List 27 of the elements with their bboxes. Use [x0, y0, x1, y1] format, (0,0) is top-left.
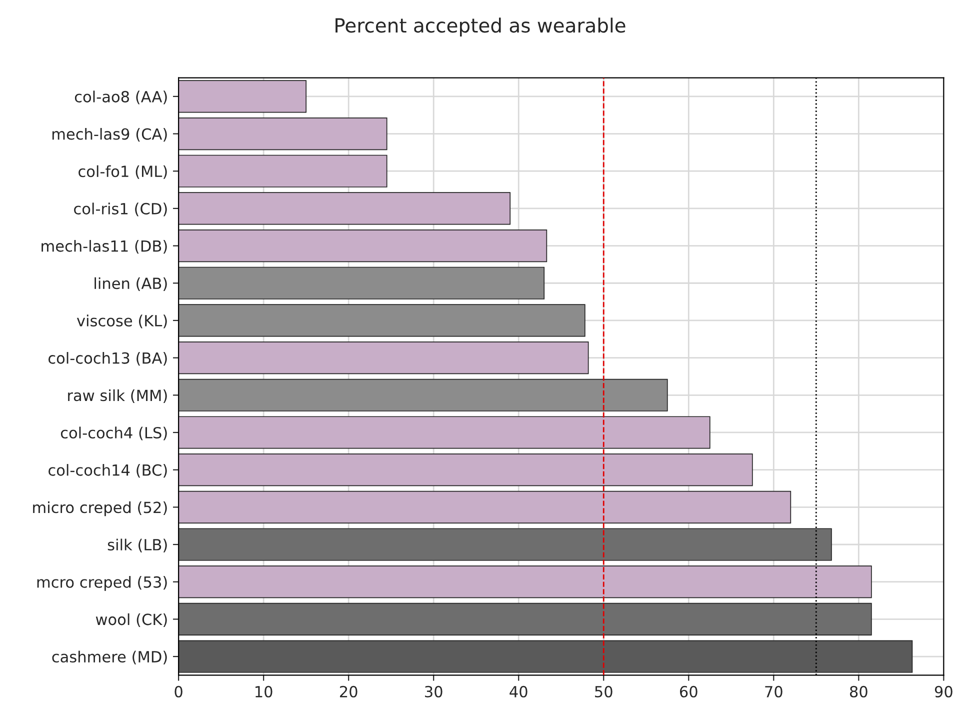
x-tick-label: 50 [595, 686, 612, 698]
x-tick-label: 30 [425, 686, 442, 698]
y-tick-label: cashmere (MD) [52, 650, 167, 664]
chart-title: Percent accepted as wearable [336, 18, 626, 36]
y-tick-label: mech-las9 (CA) [52, 128, 167, 142]
x-tick-label: 80 [850, 686, 868, 698]
x-tick-label: 90 [934, 686, 952, 698]
y-tick-label: viscose (KL) [76, 314, 167, 328]
y-tick-label: col-coch4 (LS) [60, 426, 167, 440]
y-tick-label: mcro creped (53) [37, 576, 167, 591]
x-tick-label: 10 [256, 686, 272, 698]
y-tick-label: col-coch13 (BA) [48, 352, 167, 366]
y-tick-label: silk (LB) [108, 538, 167, 552]
x-tick-label: 70 [765, 686, 782, 698]
y-tick-label: wool (CK) [96, 613, 167, 627]
y-tick-label: micro creped (52) [33, 501, 167, 516]
y-tick-label: linen (AB) [94, 277, 167, 291]
x-tick-label: 60 [680, 686, 698, 698]
y-tick-label: mech-las11 (DB) [42, 240, 167, 254]
y-tick-label: col-fo1 (ML) [78, 165, 167, 179]
y-tick-label: raw silk (MM) [68, 389, 167, 403]
y-tick-label: col-ris1 (CD) [74, 202, 167, 216]
x-tick-label: 20 [340, 686, 358, 698]
y-tick-label: col-coch14 (BC) [48, 464, 167, 478]
x-tick-label: 40 [510, 686, 528, 698]
x-tick-label: 0 [174, 686, 182, 698]
y-tick-label: col-ao8 (AA) [74, 90, 167, 104]
